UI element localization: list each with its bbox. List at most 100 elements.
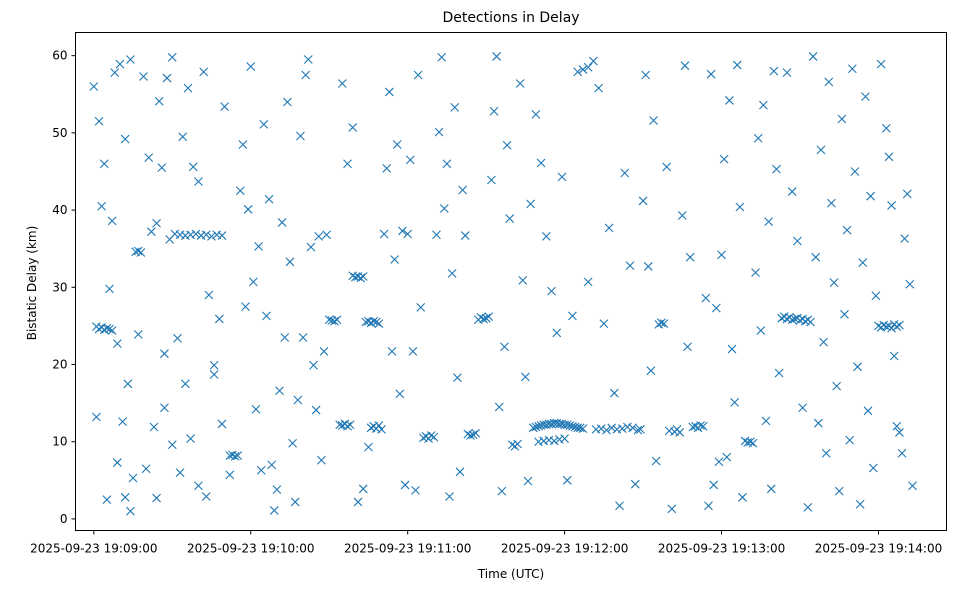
data-point — [855, 499, 865, 509]
data-point — [188, 162, 198, 172]
data-point — [154, 96, 164, 106]
data-point — [630, 479, 640, 489]
data-point — [238, 140, 248, 149]
y-tick-label: 30 — [52, 280, 67, 294]
data-point — [497, 486, 507, 496]
data-point — [513, 439, 522, 449]
data-point — [520, 372, 530, 382]
data-point — [382, 163, 392, 173]
data-point — [868, 463, 878, 473]
data-point — [269, 506, 279, 515]
data-point — [518, 275, 528, 285]
data-point — [696, 421, 706, 430]
data-point — [745, 437, 755, 447]
data-point — [275, 386, 284, 396]
data-point — [813, 418, 823, 428]
data-point — [594, 83, 604, 93]
data-point — [201, 230, 211, 240]
data-point — [840, 309, 849, 319]
data-point — [99, 159, 109, 169]
data-point — [220, 102, 229, 112]
data-point — [829, 278, 839, 288]
data-point — [345, 420, 355, 430]
y-tick-label: 10 — [52, 435, 67, 449]
data-point — [638, 196, 648, 206]
data-point — [264, 194, 274, 204]
y-tick-label: 50 — [52, 126, 67, 140]
data-point — [437, 52, 447, 62]
data-point — [562, 420, 572, 430]
data-point — [102, 495, 112, 505]
data-point — [267, 460, 277, 470]
data-point — [371, 317, 381, 327]
data-point — [651, 456, 661, 466]
data-point — [282, 97, 292, 107]
data-point — [834, 486, 844, 496]
data-point — [604, 223, 614, 233]
data-point — [319, 346, 329, 356]
data-point — [369, 316, 379, 326]
x-tick-label: 2025-09-23 19:14:00 — [815, 542, 942, 556]
data-point — [403, 229, 413, 239]
data-point — [884, 152, 894, 162]
data-point — [186, 434, 195, 444]
data-point — [897, 448, 907, 458]
data-point — [353, 497, 363, 507]
data-point — [133, 246, 143, 256]
data-point — [821, 448, 831, 458]
data-point — [866, 191, 876, 201]
data-point — [225, 470, 235, 480]
data-point — [452, 373, 462, 383]
y-tick-label: 0 — [60, 512, 68, 526]
data-point — [374, 421, 384, 430]
data-point — [753, 133, 763, 143]
data-point — [395, 389, 405, 399]
data-point — [602, 425, 611, 435]
data-point — [324, 315, 334, 325]
data-point — [871, 291, 881, 301]
data-point — [356, 273, 365, 283]
data-point — [769, 66, 779, 76]
data-point — [162, 73, 172, 83]
data-point — [528, 423, 538, 433]
data-point — [173, 333, 182, 343]
data-point — [698, 421, 708, 431]
data-point — [583, 277, 593, 287]
data-point — [110, 68, 120, 78]
y-axis-ticks: 0 10 20 30 40 50 60 — [52, 49, 76, 526]
data-point — [609, 388, 619, 398]
data-point — [322, 230, 331, 240]
data-point — [332, 315, 342, 325]
data-point — [806, 317, 815, 327]
data-point — [89, 82, 99, 91]
data-point — [730, 397, 740, 407]
data-point — [434, 127, 444, 137]
data-point — [364, 442, 373, 452]
data-point — [596, 424, 606, 433]
data-point — [167, 440, 177, 450]
data-point — [547, 286, 556, 296]
x-axis-label: Time (UTC) — [477, 567, 544, 581]
data-point — [204, 290, 214, 300]
data-point — [709, 480, 719, 490]
data-point — [562, 475, 572, 485]
data-point — [589, 56, 598, 66]
data-point — [711, 303, 721, 313]
data-point — [194, 481, 203, 491]
data-point — [892, 322, 902, 332]
data-point — [599, 319, 609, 328]
data-point — [408, 346, 418, 356]
data-point — [492, 52, 502, 61]
data-point — [102, 323, 112, 333]
data-point — [183, 83, 193, 93]
data-point — [486, 175, 496, 185]
data-point — [105, 284, 114, 294]
data-point — [285, 257, 295, 267]
data-point — [442, 159, 452, 169]
data-point — [426, 431, 436, 440]
data-point — [97, 201, 107, 211]
data-point — [832, 381, 842, 391]
data-point — [863, 406, 873, 416]
data-point — [235, 186, 245, 196]
data-point — [214, 314, 224, 324]
